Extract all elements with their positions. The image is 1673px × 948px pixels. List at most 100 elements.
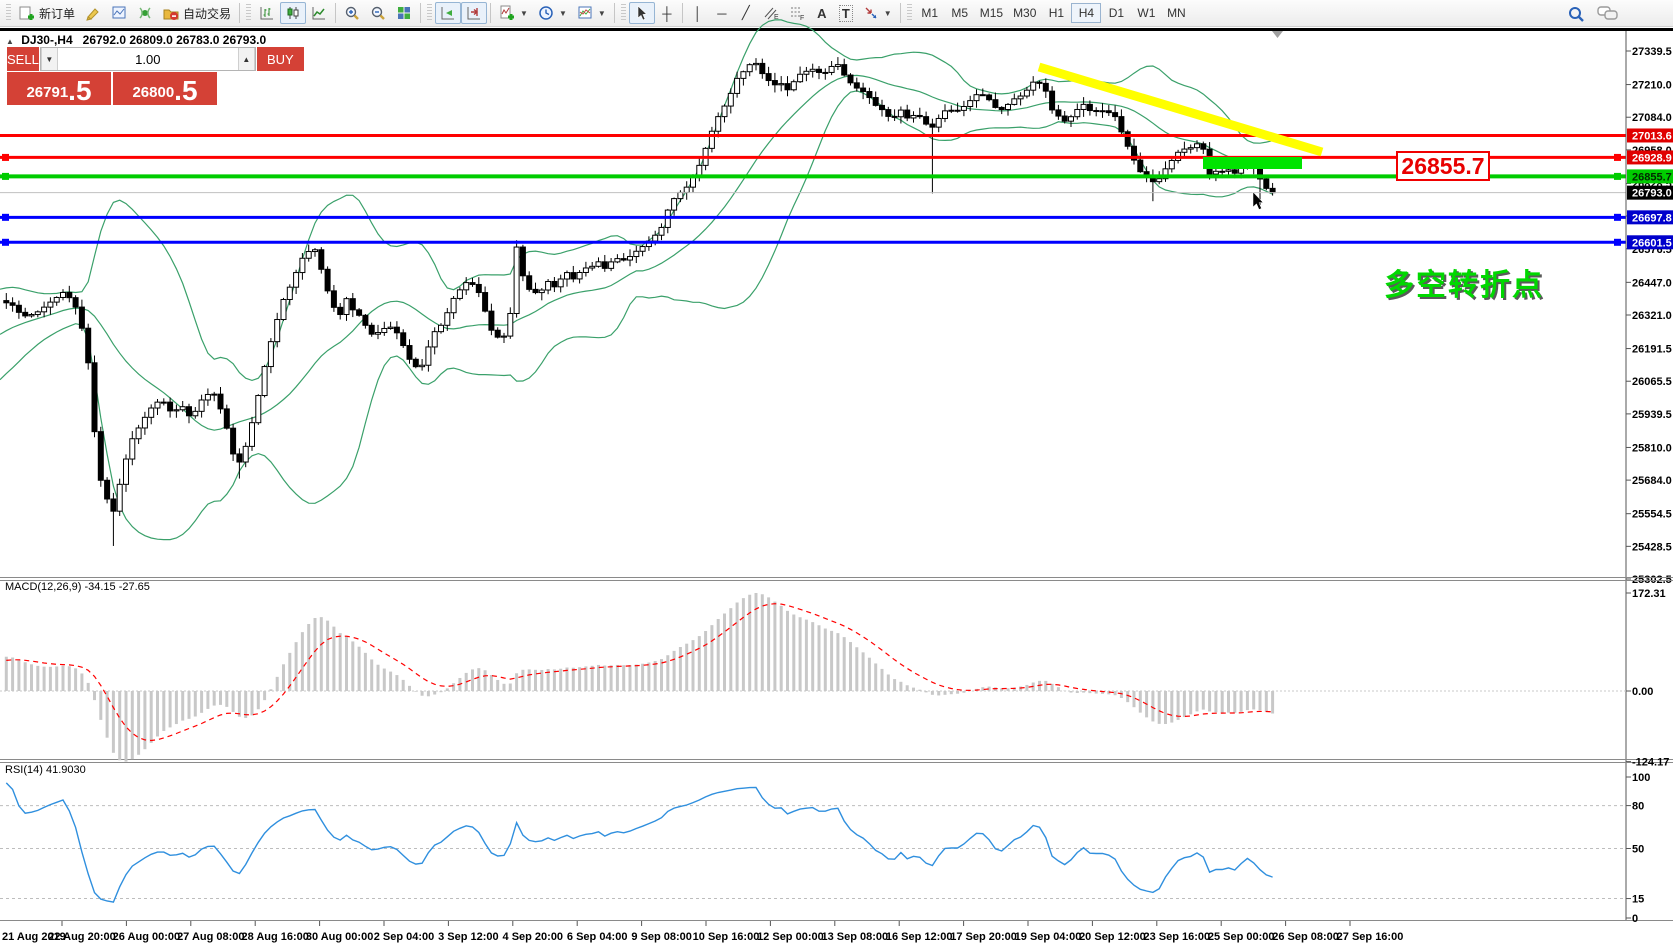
timeframe-button-H4[interactable]: H4 (1071, 3, 1102, 23)
buy-button[interactable]: BUY (256, 47, 304, 71)
horizontal-line-26928.9[interactable] (0, 153, 1626, 161)
line-handle[interactable] (1614, 153, 1621, 161)
volume-increase-button[interactable]: ▲ (237, 48, 255, 70)
timeframe-button-MN[interactable]: MN (1167, 6, 1186, 20)
pane-separator[interactable] (0, 580, 1673, 581)
channel-tool-button[interactable]: E (758, 2, 784, 24)
buy-price-button[interactable]: 26800 .5 (113, 72, 217, 105)
candle (582, 267, 589, 273)
line-handle[interactable] (1614, 238, 1621, 246)
rsi-indicator-label: RSI(14) 41.9030 (5, 764, 86, 776)
candle (1068, 116, 1074, 122)
templates-icon (577, 5, 593, 21)
candle (551, 280, 558, 288)
descending-trendline[interactable] (1037, 62, 1324, 157)
chart-shift-button[interactable] (461, 2, 488, 24)
volume-input[interactable] (57, 48, 238, 70)
toolbar-drag-handle[interactable] (6, 4, 11, 22)
arrows-tool-button[interactable]: ▼ (858, 2, 897, 24)
timeframe-button-M15[interactable]: M15 (979, 6, 1004, 20)
signals-button[interactable] (132, 2, 158, 24)
y-axis-tick-label: 26191.5 (1632, 344, 1672, 356)
line-handle[interactable] (1614, 213, 1621, 221)
candle (400, 332, 407, 347)
candle (633, 250, 640, 258)
chat-icon[interactable] (1597, 5, 1618, 21)
sell-price-button[interactable]: 26791 .5 (7, 72, 111, 105)
macd-indicator-label: MACD(12,26,9) -34.15 -27.65 (5, 581, 150, 593)
auto-trading-button[interactable]: 自动交易 (158, 2, 236, 24)
candle (425, 346, 432, 366)
timeframe-button-M30[interactable]: M30 (1013, 6, 1037, 20)
text-tool-button[interactable]: A (810, 2, 834, 24)
timeframe-button-M1[interactable]: M1 (921, 6, 939, 20)
candle (753, 62, 759, 66)
toolbar-drag-handle[interactable] (246, 4, 252, 22)
horizontal-line-26697.8[interactable] (0, 213, 1626, 221)
line-handle[interactable] (1614, 172, 1621, 180)
tile-windows-button[interactable] (391, 2, 417, 24)
cursor-tool-button[interactable] (628, 2, 655, 24)
zoom-in-button[interactable] (339, 2, 365, 24)
auto-scroll-button[interactable] (435, 2, 462, 24)
candlestick-chart-button[interactable] (280, 2, 307, 24)
line-handle[interactable] (2, 213, 9, 221)
price-callout-box[interactable]: 26855.7 (1396, 151, 1490, 181)
candle (261, 366, 268, 397)
line-handle[interactable] (2, 172, 9, 180)
timeframe-button-H1[interactable]: H1 (1048, 6, 1065, 20)
timeframe-button-M5[interactable]: M5 (951, 6, 969, 20)
sell-price-fraction: .5 (68, 75, 92, 106)
collapse-panel-icon[interactable]: ▲ (6, 37, 14, 46)
toolbar-drag-handle[interactable] (906, 4, 912, 22)
crosshair-tool-button[interactable]: ┼ (655, 2, 679, 24)
x-axis-label: 28 Aug 16:00 (241, 931, 308, 943)
timeframe-button-W1[interactable]: W1 (1137, 6, 1156, 20)
candle (1156, 178, 1163, 183)
fibonacci-tool-button[interactable]: F (784, 2, 810, 24)
search-icon[interactable] (1567, 5, 1584, 22)
horizontal-line-26855.7[interactable] (0, 172, 1626, 180)
zoom-out-button[interactable] (365, 2, 391, 24)
market-watch-button[interactable] (106, 2, 132, 24)
toolbar-drag-handle[interactable] (620, 4, 626, 22)
y-axis-tick-label: 27210.0 (1632, 80, 1672, 92)
line-handle[interactable] (2, 153, 9, 161)
candle (192, 410, 199, 417)
trendline-tool-button[interactable]: ╱ (734, 2, 758, 24)
x-axis-label: 19 Sep 04:00 (1015, 931, 1082, 943)
support-highlight-band[interactable] (1203, 157, 1302, 169)
buy-price-main: 26800 (132, 84, 175, 101)
candle (450, 297, 457, 314)
candle (1118, 116, 1125, 133)
text-label-tool-button[interactable]: T (834, 2, 858, 24)
equidistant-channel-icon: E (763, 5, 779, 21)
pane-separator[interactable] (0, 577, 1673, 578)
candle (242, 445, 249, 463)
new-order-button[interactable]: 新订单 (14, 2, 80, 24)
candle (1137, 159, 1144, 173)
indicators-button[interactable]: ▼ (494, 2, 533, 24)
vertical-line-tool-button[interactable]: │ (686, 2, 710, 24)
pane-separator[interactable] (0, 762, 1673, 763)
horizontal-line-tool-button[interactable]: ─ (710, 2, 734, 24)
line-chart-button[interactable] (306, 2, 332, 24)
bar-chart-button[interactable] (254, 2, 280, 24)
annotation-text[interactable]: 多空转折点 (1384, 269, 1544, 302)
horizontal-line-26601.5[interactable] (0, 238, 1626, 246)
candle (293, 272, 300, 288)
periods-button[interactable]: ▼ (533, 2, 572, 24)
toolbar-drag-handle[interactable] (427, 4, 433, 22)
line-handle[interactable] (2, 238, 9, 246)
crayon-button[interactable] (80, 2, 106, 24)
chart-shift-marker-icon[interactable] (1272, 31, 1283, 38)
volume-decrease-button[interactable]: ▼ (40, 48, 58, 70)
candle (494, 329, 501, 338)
candle (545, 280, 552, 291)
templates-button[interactable]: ▼ (572, 2, 611, 24)
candle (419, 364, 426, 368)
pane-separator[interactable] (0, 759, 1673, 760)
timeframe-button-D1[interactable]: D1 (1108, 6, 1125, 20)
sell-button[interactable]: SELL (7, 47, 39, 71)
candle (488, 310, 495, 331)
